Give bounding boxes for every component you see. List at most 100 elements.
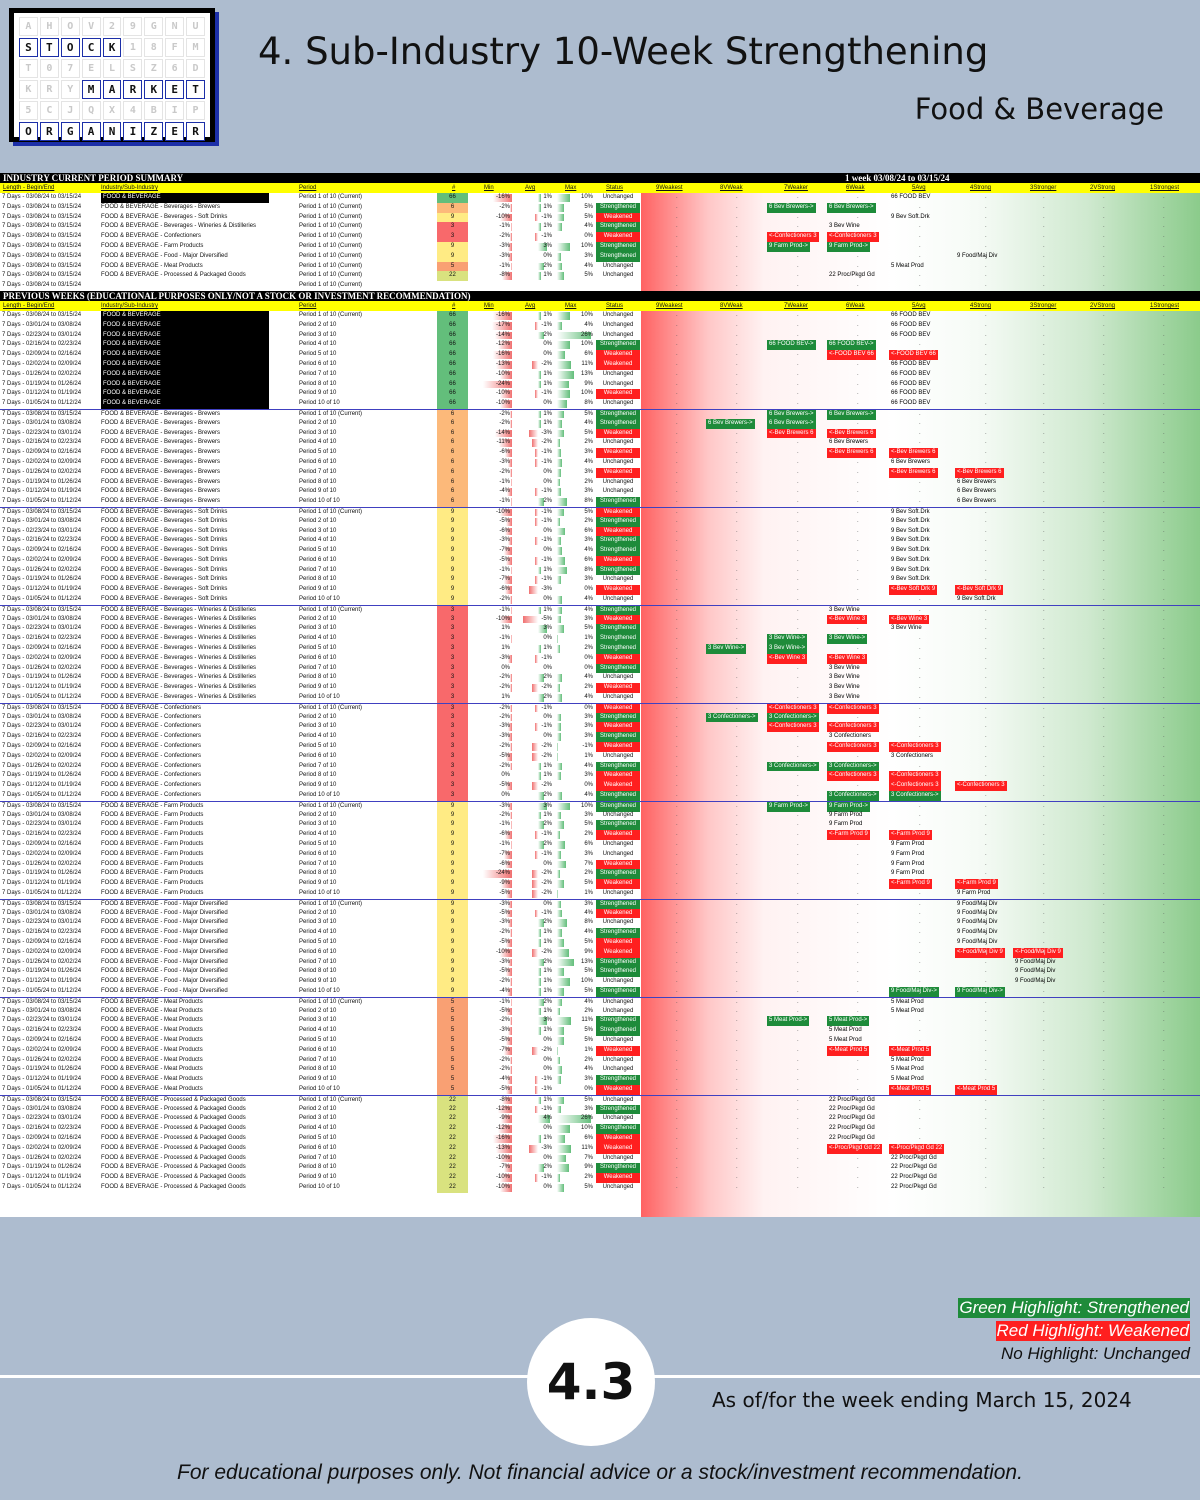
grid-dot: . [1043, 498, 1045, 505]
max-bar [557, 468, 561, 477]
column-header: 4Strong [970, 185, 992, 191]
min-bar [508, 723, 512, 732]
grid-dot: . [985, 1066, 987, 1073]
max-cell: -1% [557, 742, 595, 752]
grid-dot: . [676, 625, 678, 632]
grid-dot: . [676, 850, 678, 857]
status-cell: Strengthened [596, 820, 640, 831]
min-value: -3% [499, 919, 510, 926]
period-label: Period 4 of 10 [299, 537, 337, 544]
table-row: 7 Days - 03/01/24 to 03/08/24 FOOD & BEVE… [0, 320, 1200, 331]
avg-value: 1% [543, 223, 552, 230]
max-cell: 10% [557, 311, 595, 321]
avg-value: -1% [541, 517, 552, 524]
max-bar [557, 811, 561, 820]
avg-value: 0% [543, 1154, 552, 1161]
table-row: 7 Days - 02/02/24 to 02/09/24 FOOD & BEVE… [0, 1143, 1200, 1154]
grid-dot: . [1163, 517, 1165, 524]
grid-dot: . [1043, 831, 1045, 838]
stock-count: 9 [437, 516, 468, 527]
legend-strengthened: Green Highlight: Strengthened [958, 1298, 1190, 1318]
max-bar [557, 272, 564, 281]
industry-name: FOOD & BEVERAGE - Food - Major Diversifi… [101, 252, 228, 259]
min-cell: -16% [480, 311, 512, 321]
grid-dot: . [1163, 792, 1165, 799]
min-bar [508, 252, 512, 261]
grid-dot: . [676, 596, 678, 603]
min-cell: -6% [480, 448, 512, 458]
max-value: 2% [584, 1007, 593, 1014]
grid-dot: . [985, 596, 987, 603]
min-cell: -10% [480, 1154, 512, 1164]
period-label: Period 10 of 10 [299, 400, 340, 407]
grid-dot: . [857, 860, 859, 867]
avg-cell: 2% [516, 998, 554, 1007]
stock-count: 22 [437, 1133, 468, 1144]
max-value: 6% [584, 527, 593, 534]
grid-dot: . [676, 929, 678, 936]
max-cell: 3% [557, 722, 595, 732]
grid-dot: . [736, 860, 738, 867]
grid-dot: . [1103, 517, 1105, 524]
avg-value: 2% [543, 674, 552, 681]
avg-cell: 2% [516, 1163, 554, 1173]
grid-dot: . [1043, 537, 1045, 544]
grid-dot: . [985, 478, 987, 485]
avg-cell: 0% [516, 546, 554, 556]
min-bar [509, 1056, 512, 1065]
grid-dot: . [919, 429, 921, 436]
min-cell: 1% [480, 624, 512, 634]
date-range: 7 Days - 02/09/24 to 02/16/24 [2, 743, 82, 750]
column-header: 2VStrong [1090, 302, 1116, 309]
avg-bar [535, 723, 538, 732]
stock-count: 9 [437, 849, 468, 860]
grid-dot: . [1043, 233, 1045, 240]
avg-value: 2% [543, 958, 552, 965]
industry-name: FOOD & BEVERAGE - Beverages - Brewers [101, 498, 221, 505]
logo-tile: 4 [123, 101, 143, 120]
grid-dot: . [985, 938, 987, 945]
date-range: 7 Days - 01/12/24 to 01/19/24 [2, 390, 82, 397]
grid-dot: . [1043, 900, 1045, 907]
grid-dot: . [985, 1183, 987, 1190]
avg-bar [538, 762, 541, 771]
table-row: 7 Days - 03/08/24 to 03/15/24 FOOD & BEVE… [0, 310, 1200, 321]
date-range: 7 Days - 01/12/24 to 01/19/24 [2, 684, 82, 691]
status-cell: Unchanged [602, 380, 634, 387]
strength-label: 6 Bev Brewers [957, 488, 997, 495]
max-value: 3% [584, 733, 593, 740]
stock-count: 9 [437, 928, 468, 938]
min-bar [506, 517, 512, 526]
min-cell: -2% [480, 928, 512, 938]
grid-dot: . [676, 537, 678, 544]
period-label: Period 6 of 10 [299, 556, 337, 563]
status-cell: Strengthened [596, 222, 640, 233]
grid-dot: . [1163, 752, 1165, 759]
strength-label: <-Bev Brewers 6 [955, 467, 1004, 478]
grid-dot: . [676, 968, 678, 975]
grid-dot: . [797, 508, 799, 515]
grid-dot: . [1043, 576, 1045, 583]
grid-dot: . [736, 537, 738, 544]
avg-value: -1% [541, 488, 552, 495]
grid-dot: . [797, 938, 799, 945]
avg-value: 0% [543, 351, 552, 358]
table-row: 7 Days - 01/05/24 to 01/12/24 FOOD & BEVE… [0, 497, 1200, 507]
max-value: 3% [584, 850, 593, 857]
period-label: Period 9 of 10 [299, 1174, 337, 1181]
page-subtitle: Food & Beverage [914, 92, 1164, 126]
grid-dot: . [1043, 615, 1045, 622]
grid-dot: . [1103, 370, 1105, 377]
max-cell: 6% [557, 1134, 595, 1144]
max-bar [557, 1174, 560, 1182]
logo-tile: F [165, 38, 185, 57]
min-value: -4% [499, 488, 510, 495]
max-cell: 2% [557, 1056, 595, 1066]
avg-cell: -1% [516, 487, 554, 497]
avg-bar [529, 586, 538, 595]
max-bar [557, 762, 563, 771]
grid-dot: . [919, 615, 921, 622]
max-bar [557, 331, 591, 340]
logo-tile: M [81, 80, 101, 99]
grid-dot: . [985, 242, 987, 249]
